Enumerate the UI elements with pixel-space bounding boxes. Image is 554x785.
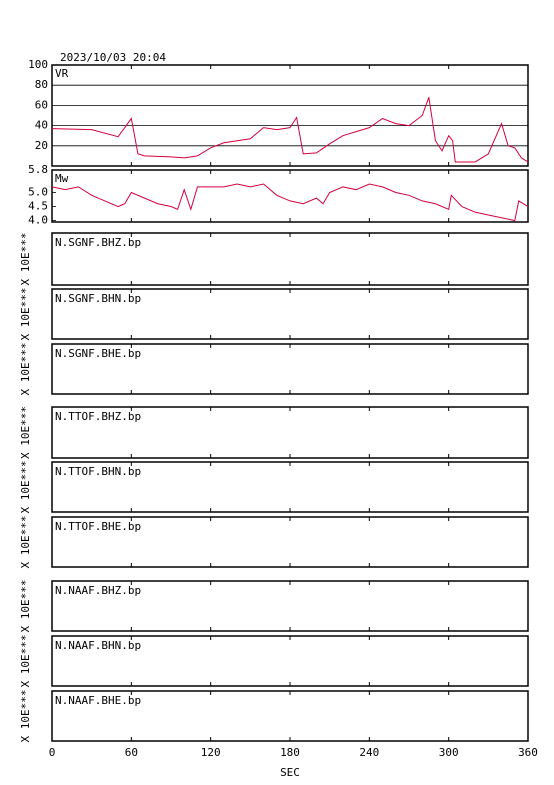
x-tick-label: 180 (280, 746, 300, 759)
x-tick-label: 60 (125, 746, 138, 759)
y-tick-label: 40 (35, 119, 48, 132)
y-tick-label: 4.5 (28, 200, 48, 213)
panel (51, 169, 529, 223)
trace-label: N.SGNF.BHN.bp (55, 292, 141, 305)
trace-y-label: X 10E*** (19, 343, 32, 396)
trace-y-label: X 10E*** (19, 635, 32, 688)
y-tick-label: 4.0 (28, 214, 48, 227)
trace-label: N.NAAF.BHN.bp (55, 639, 141, 652)
trace-label: N.NAAF.BHE.bp (55, 694, 141, 707)
y-tick-label: 80 (35, 78, 48, 91)
y-tick-label: 100 (28, 58, 48, 71)
data-line (51, 97, 529, 163)
x-tick-label: 0 (49, 746, 56, 759)
trace-y-label: X 10E*** (19, 461, 32, 514)
trace-label: N.TTOF.BHE.bp (55, 520, 141, 533)
panel (51, 64, 529, 167)
x-tick-label: 360 (518, 746, 538, 759)
trace-label: N.SGNF.BHZ.bp (55, 236, 141, 249)
trace-y-label: X 10E*** (19, 690, 32, 743)
trace-y-label: X 10E*** (19, 406, 32, 459)
y-tick-label: 5.0 (28, 185, 48, 198)
series-name: Mw (55, 172, 69, 185)
trace-label: N.NAAF.BHZ.bp (55, 584, 141, 597)
trace-label: N.TTOF.BHZ.bp (55, 410, 141, 423)
x-axis-label: SEC (280, 766, 300, 779)
trace-y-label: X 10E*** (19, 288, 32, 341)
trace-y-label: X 10E*** (19, 233, 32, 286)
trace-label: N.SGNF.BHE.bp (55, 347, 141, 360)
trace-label: N.TTOF.BHN.bp (55, 465, 141, 478)
trace-y-label: X 10E*** (19, 580, 32, 633)
data-line (51, 183, 529, 222)
trace-y-label: X 10E*** (19, 516, 32, 569)
x-tick-label: 120 (201, 746, 221, 759)
series-name: VR (55, 67, 69, 80)
y-tick-label: 60 (35, 98, 48, 111)
y-tick-label: 5.8 (28, 163, 48, 176)
x-tick-label: 240 (359, 746, 379, 759)
timestamp: 2023/10/03 20:04 (60, 51, 166, 64)
x-tick-label: 300 (439, 746, 459, 759)
y-tick-label: 20 (35, 139, 48, 152)
